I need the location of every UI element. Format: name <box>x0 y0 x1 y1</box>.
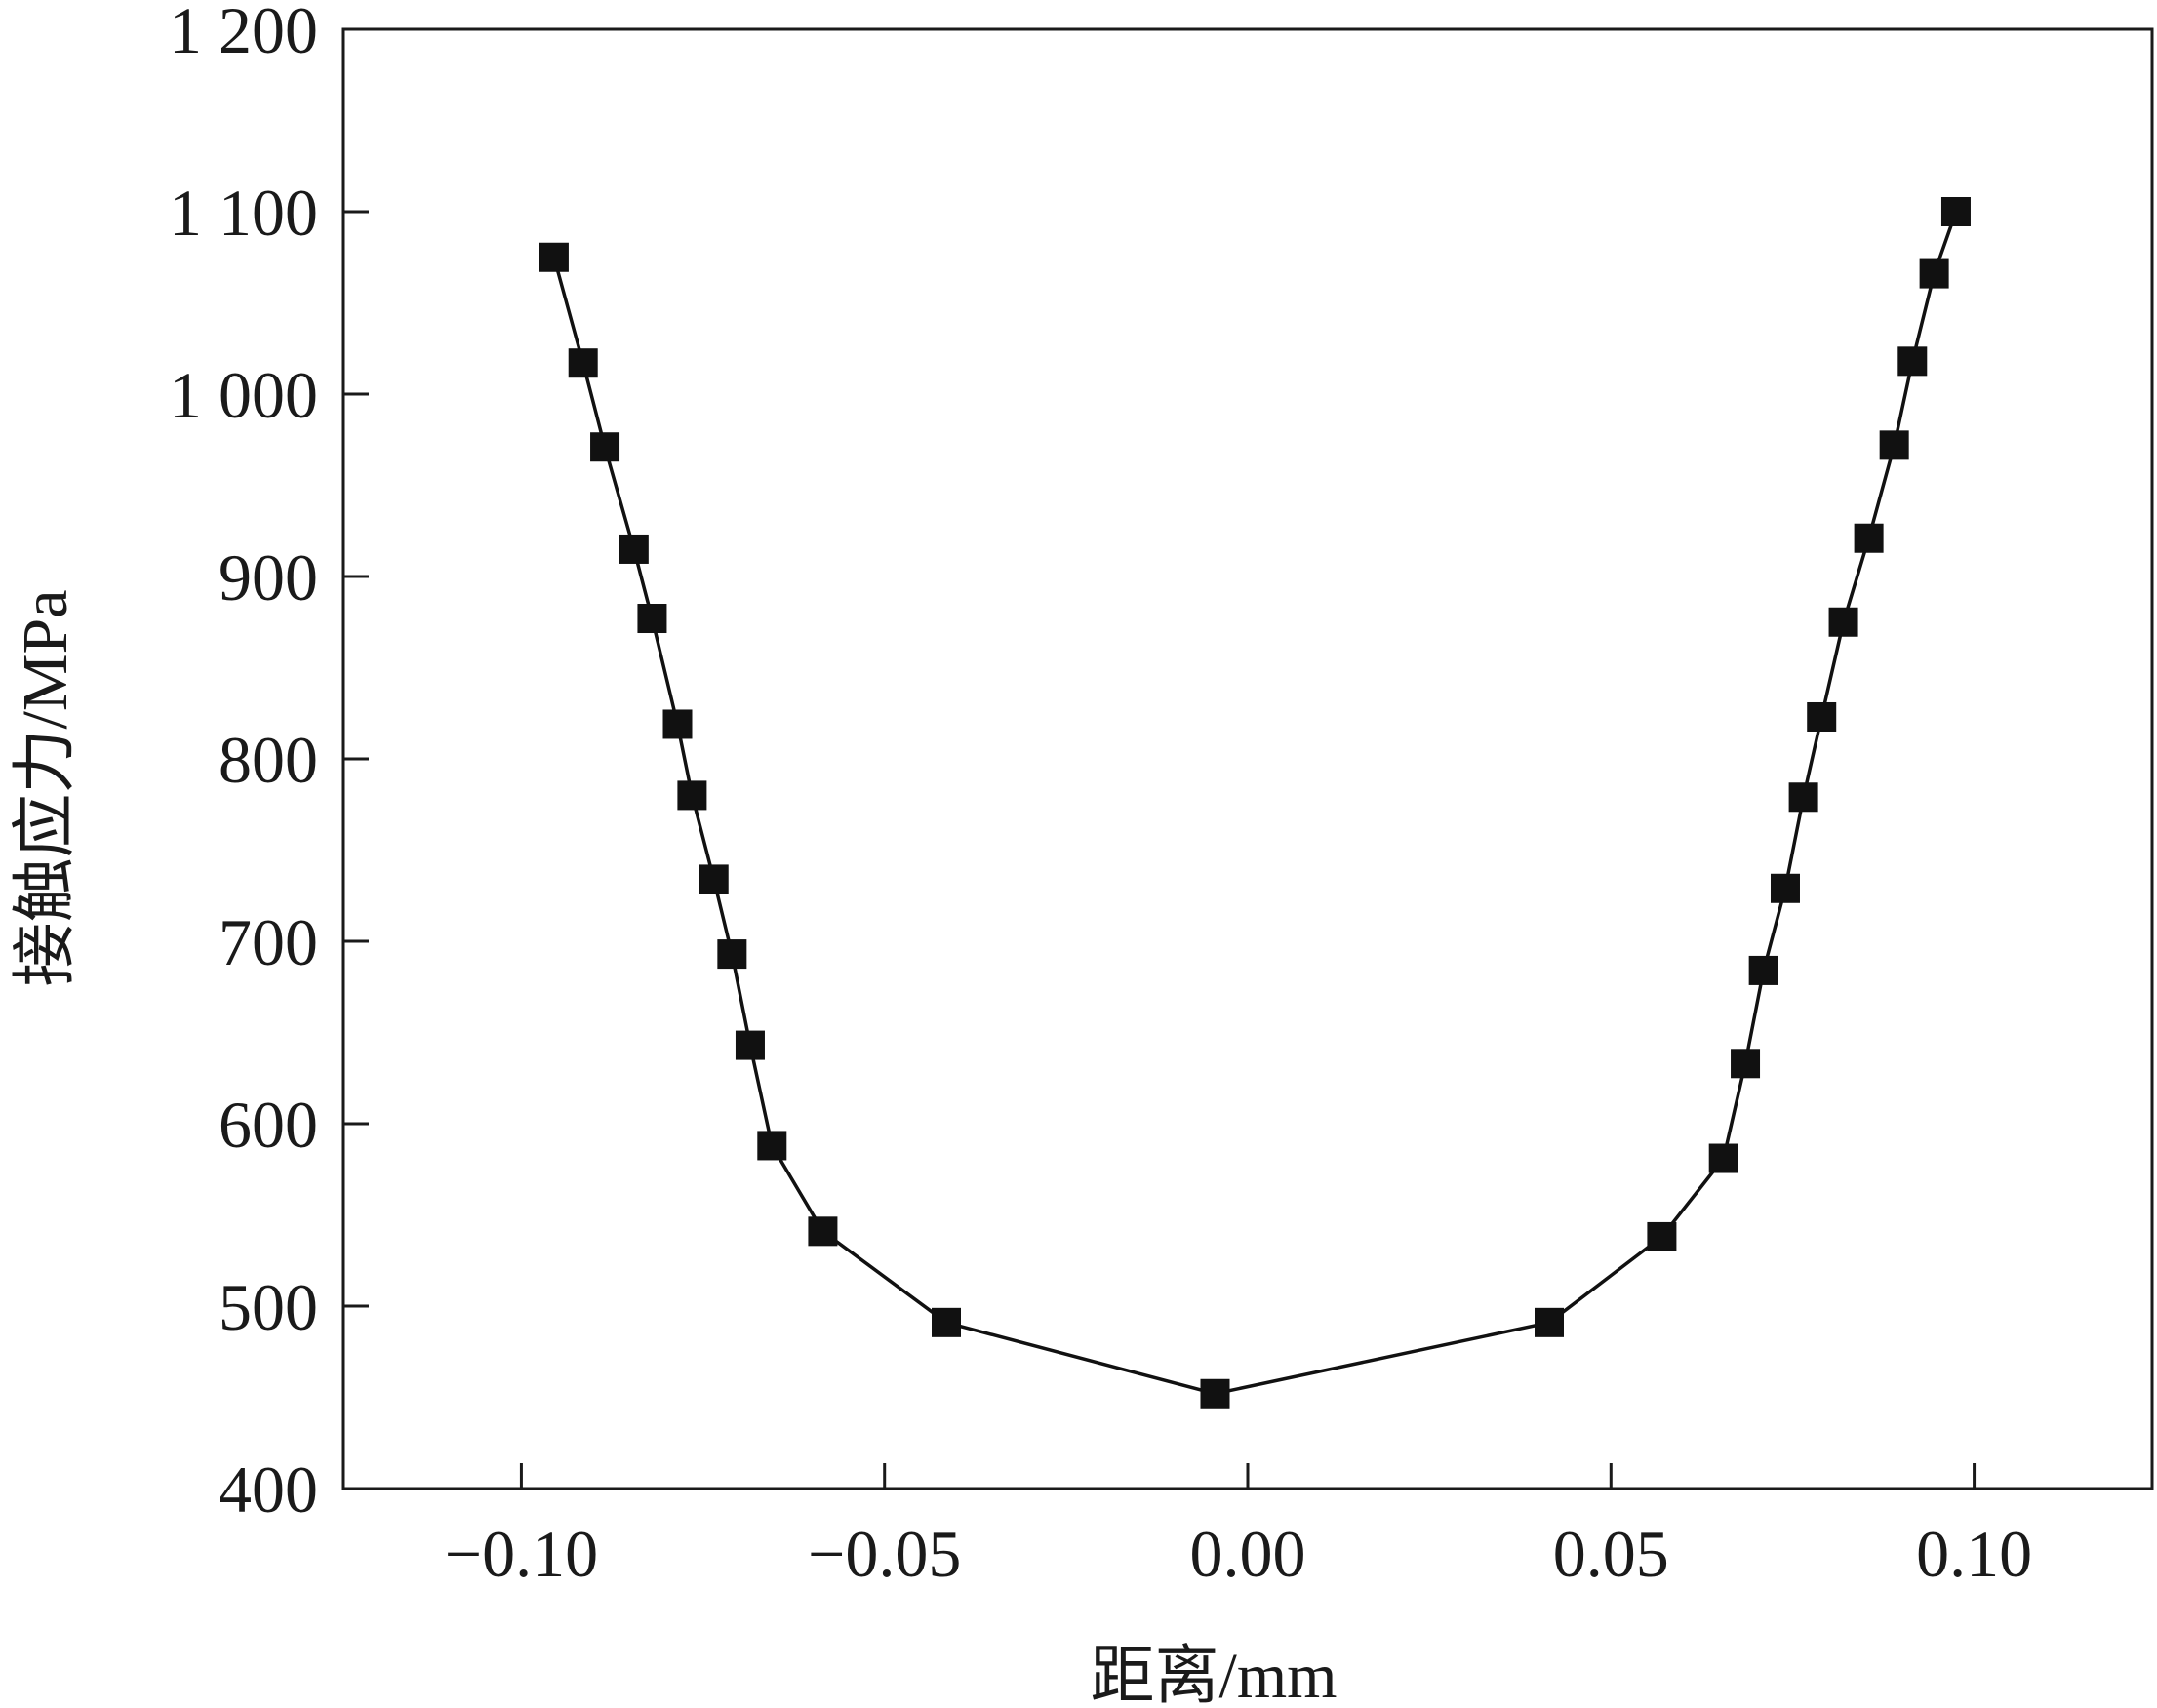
y-tick-label: 1 000 <box>169 358 318 432</box>
data-point-marker <box>1879 430 1909 460</box>
data-point-marker <box>619 534 649 564</box>
data-point-marker <box>1919 258 1949 289</box>
y-tick-label: 500 <box>219 1270 318 1344</box>
data-point-marker <box>1708 1143 1738 1173</box>
y-tick-label: 800 <box>219 723 318 797</box>
x-tick-label: 0.10 <box>1916 1517 2032 1591</box>
y-tick-label: 700 <box>219 905 318 979</box>
data-point-marker <box>1828 607 1858 637</box>
data-point-marker <box>1854 523 1884 553</box>
data-point-marker <box>699 864 729 894</box>
x-axis: −0.10 −0.05 0.00 0.05 0.10 <box>445 1463 2032 1591</box>
data-point-marker <box>539 242 569 272</box>
y-tick-label: 900 <box>219 540 318 615</box>
series-line <box>552 211 1958 1396</box>
data-point-marker <box>1807 701 1837 732</box>
x-tick-label: 0.05 <box>1553 1517 1669 1591</box>
data-point-marker <box>932 1307 961 1337</box>
data-point-marker <box>568 348 598 378</box>
series-layer <box>539 197 1971 1409</box>
data-point-marker <box>1940 197 1971 226</box>
data-point-marker <box>1770 873 1800 903</box>
y-tick-label: 400 <box>219 1452 318 1527</box>
y-tick-label: 1 200 <box>169 0 318 67</box>
data-point-marker <box>1897 346 1928 377</box>
data-point-marker <box>757 1131 787 1161</box>
y-axis: 400 500 600 700 800 900 1 000 1 100 1 200 <box>169 0 369 1527</box>
data-point-marker <box>1748 955 1778 985</box>
data-point-marker <box>1788 782 1818 813</box>
x-tick-label: −0.05 <box>808 1517 961 1591</box>
data-point-marker <box>1200 1378 1230 1409</box>
data-point-marker <box>677 780 707 811</box>
data-point-marker <box>808 1216 838 1247</box>
data-point-marker <box>1731 1049 1761 1079</box>
data-point-marker <box>1647 1221 1677 1251</box>
x-axis-title: 距离/mm <box>1090 1641 1337 1708</box>
data-point-marker <box>637 604 667 634</box>
data-point-marker <box>717 939 747 970</box>
x-tick-label: −0.10 <box>445 1517 598 1591</box>
data-point-marker <box>735 1030 765 1060</box>
x-tick-label: 0.00 <box>1190 1517 1306 1591</box>
data-point-marker <box>662 709 693 739</box>
y-tick-label: 600 <box>219 1088 318 1162</box>
data-point-marker <box>1535 1307 1564 1337</box>
y-axis-title: 接触应力/MPa <box>10 589 81 986</box>
data-point-marker <box>590 432 620 462</box>
y-tick-label: 1 100 <box>169 176 318 250</box>
